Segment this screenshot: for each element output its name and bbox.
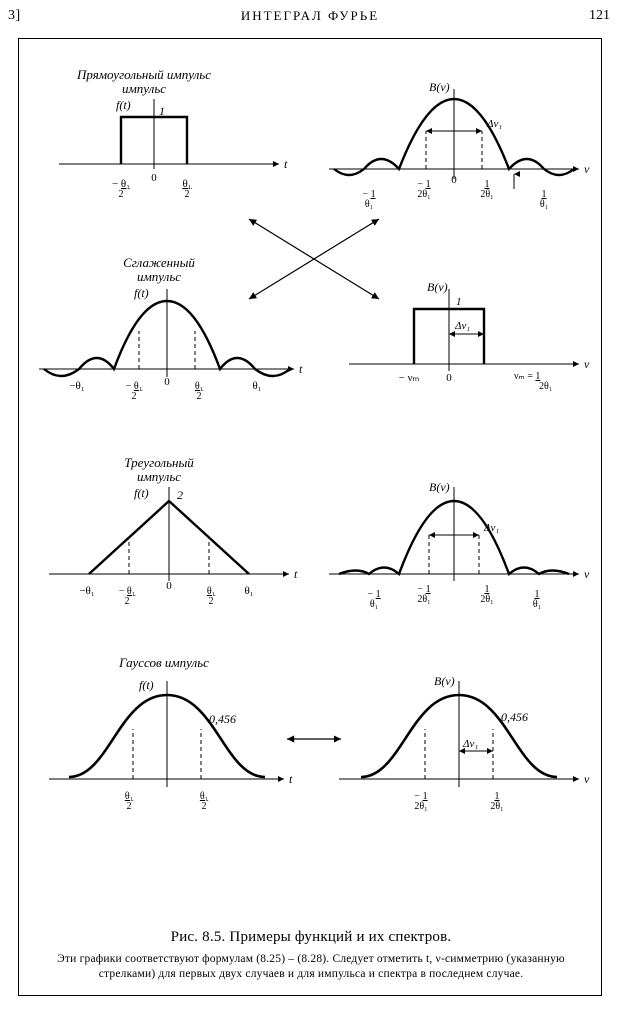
svg-text:2θ₁: 2θ₁	[480, 189, 493, 200]
page: 3] ИНТЕГРАЛ ФУРЬЕ 121 Прямоугольный импу…	[0, 0, 620, 1014]
svg-text:2: 2	[125, 596, 130, 607]
svg-text:2: 2	[202, 801, 207, 812]
page-header: 3] ИНТЕГРАЛ ФУРЬЕ 121	[0, 8, 620, 32]
svg-text:2: 2	[197, 391, 202, 402]
svg-text:B(ν): B(ν)	[434, 674, 455, 688]
svg-text:1: 1	[456, 296, 462, 308]
page-number: 121	[589, 8, 610, 24]
svg-text:θ₁: θ₁	[244, 585, 253, 597]
svg-text:2θ₁: 2θ₁	[417, 189, 430, 200]
svg-text:0: 0	[451, 174, 457, 186]
row1-left-title2: импульс	[122, 81, 166, 96]
svg-text:2θ₁: 2θ₁	[480, 594, 493, 605]
row1-right-dv: Δν₁	[486, 118, 502, 130]
svg-text:f(t): f(t)	[134, 286, 149, 300]
svg-text:2θ₁: 2θ₁	[414, 801, 427, 812]
svg-text:2: 2	[177, 488, 183, 502]
svg-text:0,456: 0,456	[209, 712, 236, 726]
svg-text:νₘ = 1: νₘ = 1	[514, 371, 540, 382]
svg-text:0,456: 0,456	[501, 710, 528, 724]
cross-arrows	[249, 219, 379, 299]
svg-text:B(ν): B(ν)	[427, 280, 448, 294]
svg-text:2θ₁: 2θ₁	[539, 381, 552, 392]
row1-left-func: f(t)	[116, 98, 131, 112]
svg-text:− νₘ: − νₘ	[399, 372, 420, 384]
svg-text:Гауссов импульс: Гауссов импульс	[118, 655, 209, 670]
svg-text:Δν₁: Δν₁	[462, 738, 478, 750]
svg-text:ν: ν	[584, 357, 590, 371]
svg-text:f(t): f(t)	[134, 486, 149, 500]
svg-text:θ₁: θ₁	[252, 380, 261, 392]
svg-text:−θ₁: −θ₁	[69, 380, 84, 392]
row1-right-plot: ν B(ν) Δν₁ − 1 θ₁ − 1 2θ₁ 0 1 2θ₁ 1	[329, 80, 590, 210]
svg-text:f(t): f(t)	[139, 678, 154, 692]
svg-text:ν: ν	[584, 772, 590, 786]
row1-right-func: B(ν)	[429, 80, 450, 94]
svg-text:ν: ν	[584, 567, 590, 581]
svg-text:Δν₁: Δν₁	[483, 522, 499, 534]
row1-left-ylab: 1	[159, 104, 165, 118]
row1-left-plot: Прямоугольный импульс импульс t f(t) 1 −…	[59, 67, 288, 200]
row1-right-xaxis: ν	[584, 162, 590, 176]
svg-text:2θ₁: 2θ₁	[417, 594, 430, 605]
svg-text:θ₁: θ₁	[365, 199, 373, 210]
figure-frame: Прямоугольный импульс импульс t f(t) 1 −…	[18, 38, 602, 996]
svg-text:Δν₁: Δν₁	[454, 320, 470, 332]
svg-text:2: 2	[127, 801, 132, 812]
svg-text:t: t	[299, 362, 303, 376]
svg-text:2: 2	[132, 391, 137, 402]
svg-text:−θ₁: −θ₁	[79, 585, 94, 597]
svg-text:0: 0	[166, 580, 172, 592]
svg-text:B(ν): B(ν)	[429, 480, 450, 494]
row1-left-title: Прямоугольный импульс	[76, 67, 211, 82]
svg-text:0: 0	[164, 376, 170, 388]
svg-text:импульс: импульс	[137, 469, 181, 484]
row4-right-plot: ν B(ν) 0,456 Δν₁ − 1 2θ₁ 1 2θ₁	[339, 674, 590, 812]
svg-text:θ₁: θ₁	[370, 599, 378, 610]
svg-text:Треугольный: Треугольный	[124, 455, 194, 470]
svg-text:t: t	[294, 567, 298, 581]
row3-left-plot: Треугольный импульс t f(t) 2 −θ₁ − θ₁ 2 …	[49, 455, 298, 607]
caption-title: Рис. 8.5. Примеры функций и их спектров.	[47, 929, 575, 946]
caption-text: Эти графики соответствуют формулам (8.25…	[47, 952, 575, 981]
svg-text:2: 2	[119, 189, 124, 200]
svg-text:θ₁: θ₁	[533, 599, 541, 610]
svg-text:θ₁: θ₁	[540, 199, 548, 210]
svg-text:t: t	[289, 772, 293, 786]
svg-text:2: 2	[209, 596, 214, 607]
svg-text:2: 2	[185, 189, 190, 200]
row2-left-title: Сглаженный	[123, 255, 195, 270]
svg-text:0: 0	[446, 372, 452, 384]
figure-plots: Прямоугольный импульс импульс t f(t) 1 −…	[19, 39, 603, 909]
row2-left-plot: Сглаженный импульс t f(t) −θ₁ − θ₁ 2 0 θ…	[39, 255, 303, 402]
row4-left-plot: Гауссов импульс f(t) t 0,456 θ₁ 2 θ₁ 2	[49, 655, 293, 812]
svg-text:2θ₁: 2θ₁	[490, 801, 503, 812]
figure-caption: Рис. 8.5. Примеры функций и их спектров.…	[19, 929, 603, 981]
row1-left-t0: 0	[151, 172, 157, 184]
svg-text:импульс: импульс	[137, 269, 181, 284]
row2-right-plot: ν B(ν) 1 Δν₁ − νₘ 0 νₘ = 1 2θ₁	[349, 280, 590, 392]
running-head: ИНТЕГРАЛ ФУРЬЕ	[0, 8, 620, 24]
row1-left-xaxis: t	[284, 157, 288, 171]
row3-right-plot: ν B(ν) Δν₁ − 1 θ₁ − 1 2θ₁ 1 2θ₁ 1 θ₁	[329, 480, 590, 610]
